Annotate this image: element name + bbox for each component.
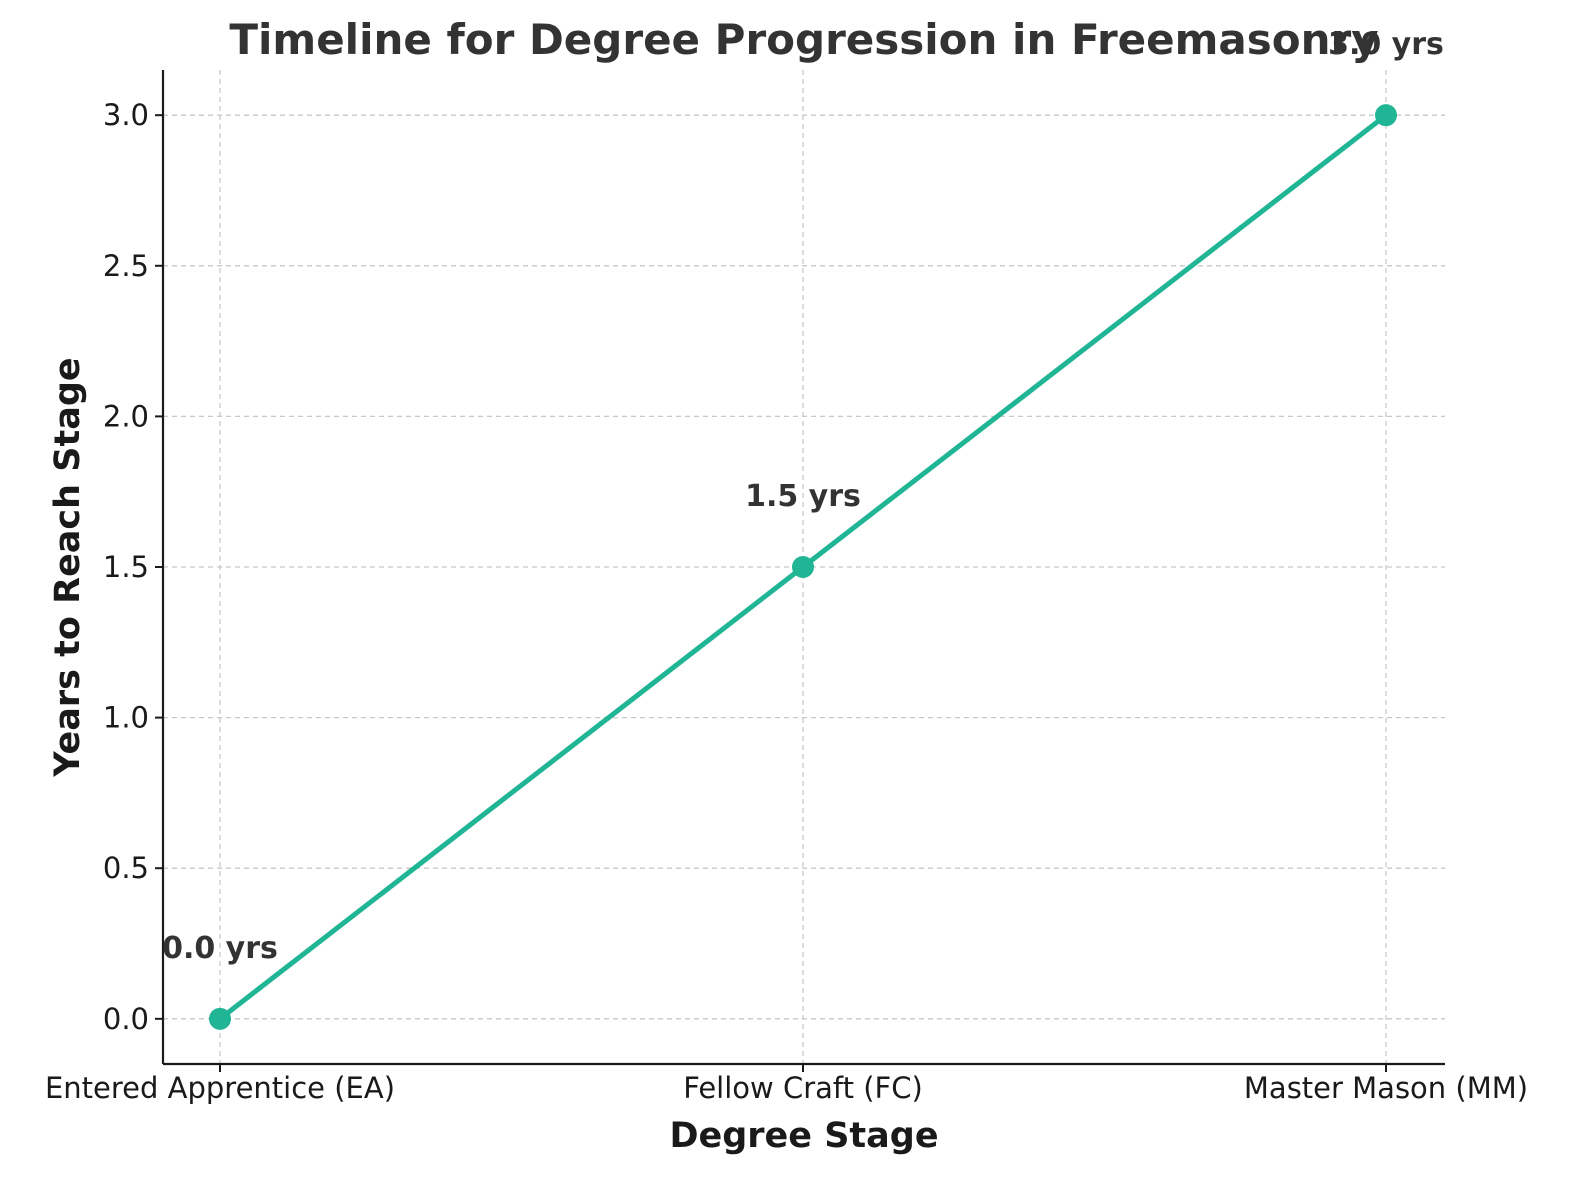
- data-label: 3.0 yrs: [1328, 27, 1444, 62]
- data-label: 1.5 yrs: [745, 479, 861, 514]
- series-line: [209, 104, 1397, 1030]
- x-tick-label: Entered Apprentice (EA): [45, 1071, 395, 1105]
- x-tick-label: Master Mason (MM): [1244, 1071, 1528, 1105]
- y-axis-label: Years to Reach Stage: [48, 357, 88, 777]
- y-tick-label: 2.0: [103, 399, 149, 433]
- data-labels: 0.0 yrs 1.5 yrs 3.0 yrs: [162, 27, 1444, 966]
- x-tick-label: Fellow Craft (FC): [683, 1071, 923, 1105]
- x-axis-label: Degree Stage: [669, 1116, 938, 1156]
- data-point: [1375, 104, 1397, 127]
- y-tick-label: 2.5: [103, 249, 149, 283]
- data-point: [792, 556, 814, 578]
- data-point: [209, 1007, 231, 1030]
- y-tick-label: 3.0: [103, 98, 149, 132]
- y-tick-label: 0.5: [103, 851, 149, 885]
- ticks: 0.0 0.5 1.0 1.5 2.0 2.5 3.0 Entered Apprentice …: [45, 98, 1528, 1105]
- y-tick-label: 0.0: [103, 1002, 149, 1036]
- y-tick-label: 1.5: [103, 550, 149, 584]
- y-tick-label: 1.0: [103, 701, 149, 735]
- data-label: 0.0 yrs: [162, 931, 278, 966]
- chart-title: Timeline for Degree Progression in Freem…: [229, 15, 1378, 64]
